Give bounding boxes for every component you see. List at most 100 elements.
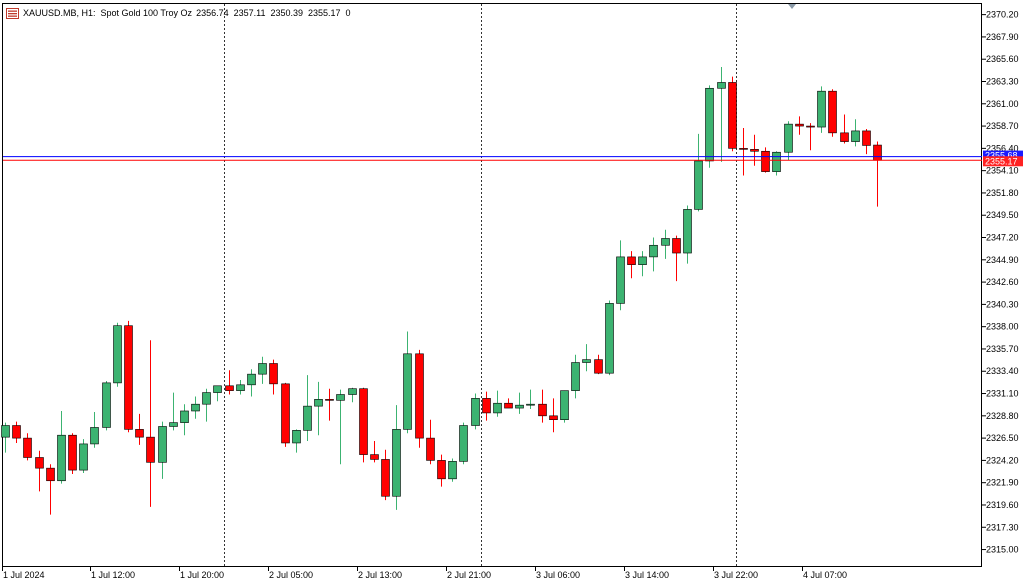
candle[interactable] xyxy=(784,123,793,153)
candle[interactable] xyxy=(225,385,234,391)
x-tick-label: 2 Jul 05:00 xyxy=(269,570,313,580)
candle[interactable] xyxy=(448,461,457,480)
candle[interactable] xyxy=(739,148,748,150)
candle[interactable] xyxy=(705,87,714,162)
candle[interactable] xyxy=(873,144,882,161)
candle[interactable] xyxy=(57,434,66,482)
y-tick-label: 2340.30 xyxy=(986,299,1019,309)
candle[interactable] xyxy=(538,403,547,417)
candle[interactable] xyxy=(717,82,726,89)
candle[interactable] xyxy=(649,244,658,258)
candle[interactable] xyxy=(437,460,446,480)
candle[interactable] xyxy=(90,427,99,445)
candle[interactable] xyxy=(247,373,256,386)
candle[interactable] xyxy=(459,425,468,462)
chart-shift-marker-icon[interactable] xyxy=(788,4,796,9)
candle[interactable] xyxy=(549,415,558,421)
candle[interactable] xyxy=(102,382,111,428)
candle[interactable] xyxy=(258,363,267,375)
candle[interactable] xyxy=(23,437,32,458)
candle[interactable] xyxy=(806,125,815,128)
candle[interactable] xyxy=(504,402,513,409)
candle[interactable] xyxy=(180,410,189,423)
candle[interactable] xyxy=(68,434,77,471)
candle[interactable] xyxy=(392,429,401,497)
candle[interactable] xyxy=(672,238,681,254)
candle[interactable] xyxy=(35,457,44,469)
x-tick-label: 3 Jul 06:00 xyxy=(536,570,580,580)
candle[interactable] xyxy=(314,399,323,407)
y-tick-label: 2365.60 xyxy=(986,54,1019,64)
candle[interactable] xyxy=(728,82,737,149)
y-tick-label: 2321.90 xyxy=(986,478,1019,488)
candle[interactable] xyxy=(1,425,10,438)
y-tick-label: 2331.10 xyxy=(986,389,1019,399)
candle[interactable] xyxy=(515,404,524,409)
candle[interactable] xyxy=(817,90,826,128)
candle[interactable] xyxy=(158,426,167,463)
candle[interactable] xyxy=(46,467,55,482)
candle[interactable] xyxy=(403,353,412,430)
candle[interactable] xyxy=(616,256,625,304)
candle[interactable] xyxy=(381,459,390,497)
candle[interactable] xyxy=(772,151,781,172)
candle[interactable] xyxy=(146,436,155,463)
y-tick-label: 2319.60 xyxy=(986,500,1019,510)
chart-title-bar: XAUUSD.MB, H1: Spot Gold 100 Troy Oz 235… xyxy=(6,7,351,19)
candle[interactable] xyxy=(750,149,759,152)
candle[interactable] xyxy=(851,130,860,142)
candle[interactable] xyxy=(12,425,21,439)
candle[interactable] xyxy=(605,303,614,374)
bid-price-tag-label: 2355.17 xyxy=(985,156,1018,166)
candle[interactable] xyxy=(694,160,703,210)
x-tick-label: 2 Jul 13:00 xyxy=(358,570,402,580)
candle[interactable] xyxy=(415,353,424,439)
candle[interactable] xyxy=(471,398,480,426)
candle[interactable] xyxy=(482,398,491,414)
candle[interactable] xyxy=(325,399,334,401)
candle[interactable] xyxy=(292,430,301,444)
y-tick-label: 2358.70 xyxy=(986,121,1019,131)
candle[interactable] xyxy=(661,238,670,246)
candle[interactable] xyxy=(526,403,535,406)
candle[interactable] xyxy=(560,390,569,421)
candle[interactable] xyxy=(795,123,804,127)
candle[interactable] xyxy=(169,422,178,427)
candle[interactable] xyxy=(627,256,636,265)
candle[interactable] xyxy=(281,383,290,444)
candle[interactable] xyxy=(135,429,144,438)
candle[interactable] xyxy=(202,392,211,405)
candle[interactable] xyxy=(862,130,871,146)
candle[interactable] xyxy=(840,132,849,142)
ask-price-tag xyxy=(983,150,1023,161)
candle[interactable] xyxy=(124,325,133,430)
plot-area[interactable] xyxy=(2,3,982,567)
candle[interactable] xyxy=(113,325,122,384)
y-tick-label: 2363.30 xyxy=(986,76,1019,86)
candle[interactable] xyxy=(571,362,580,391)
x-tick-label: 3 Jul 14:00 xyxy=(625,570,669,580)
candle[interactable] xyxy=(336,394,345,401)
candle[interactable] xyxy=(191,403,200,412)
candle[interactable] xyxy=(213,385,222,393)
candle[interactable] xyxy=(348,388,357,395)
candle[interactable] xyxy=(236,384,245,391)
candle[interactable] xyxy=(761,150,770,172)
candle[interactable] xyxy=(683,209,692,254)
candle[interactable] xyxy=(828,90,837,134)
candle[interactable] xyxy=(582,359,591,363)
candle[interactable] xyxy=(269,363,278,385)
candle[interactable] xyxy=(370,454,379,460)
candle[interactable] xyxy=(79,443,88,471)
chart-menu-icon[interactable] xyxy=(6,7,19,19)
bid-price-tag xyxy=(983,156,1023,167)
candle[interactable] xyxy=(638,256,647,265)
y-tick-label: 2354.10 xyxy=(986,166,1019,176)
candle[interactable] xyxy=(594,359,603,374)
candle[interactable] xyxy=(303,405,312,431)
candle[interactable] xyxy=(359,388,368,455)
candle[interactable] xyxy=(426,437,435,461)
candle[interactable] xyxy=(493,402,502,414)
